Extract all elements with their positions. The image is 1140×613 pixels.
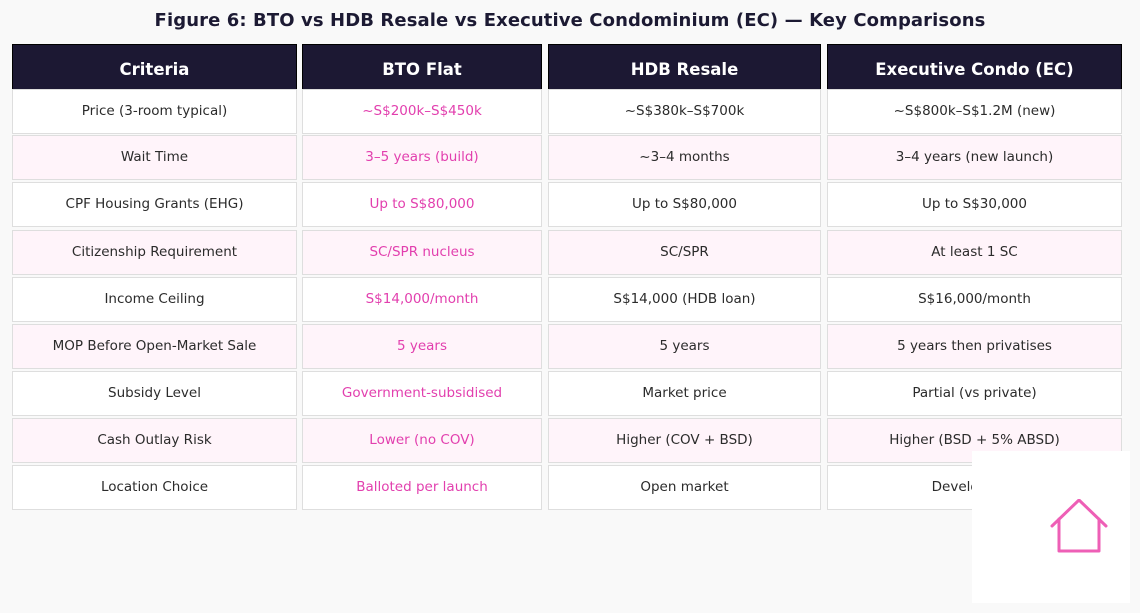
table-cell-ec: At least 1 SC (827, 230, 1122, 275)
header-criteria: Criteria (12, 44, 297, 90)
table-cell-ec: 5 years then privatises (827, 324, 1122, 369)
table-cell-bto: ~S$200k–S$450k (302, 89, 542, 134)
header-ec: Executive Condo (EC) (827, 44, 1122, 90)
figure-title: Figure 6: BTO vs HDB Resale vs Executive… (154, 10, 986, 31)
table-cell-criteria: Subsidy Level (12, 371, 297, 416)
table-cell-bto: 3–5 years (build) (302, 135, 542, 180)
table-cell-criteria: MOP Before Open-Market Sale (12, 324, 297, 369)
table-cell-ec: Up to S$30,000 (827, 182, 1122, 227)
table-cell-bto: 5 years (302, 324, 542, 369)
table-cell-bto: Government-subsidised (302, 371, 542, 416)
table-cell-resale: SC/SPR (548, 230, 821, 275)
table-cell-criteria: Cash Outlay Risk (12, 418, 297, 463)
table-cell-resale: Higher (COV + BSD) (548, 418, 821, 463)
table-cell-ec: S$16,000/month (827, 277, 1122, 322)
table-cell-ec: ~S$800k–S$1.2M (new) (827, 89, 1122, 134)
table-cell-bto: S$14,000/month (302, 277, 542, 322)
table-cell-resale: ~S$380k–S$700k (548, 89, 821, 134)
header-bto: BTO Flat (302, 44, 542, 90)
table-cell-criteria: Price (3-room typical) (12, 89, 297, 134)
table-cell-criteria: Citizenship Requirement (12, 230, 297, 275)
table-cell-resale: S$14,000 (HDB loan) (548, 277, 821, 322)
house-icon (1050, 499, 1108, 553)
table-cell-resale: 5 years (548, 324, 821, 369)
table-cell-resale: ~3–4 months (548, 135, 821, 180)
table-cell-criteria: Income Ceiling (12, 277, 297, 322)
table-cell-resale: Up to S$80,000 (548, 182, 821, 227)
table-cell-ec: Partial (vs private) (827, 371, 1122, 416)
table-cell-resale: Open market (548, 465, 821, 510)
table-cell-criteria: Wait Time (12, 135, 297, 180)
icon-badge (972, 451, 1130, 603)
table-cell-resale: Market price (548, 371, 821, 416)
table-cell-ec: 3–4 years (new launch) (827, 135, 1122, 180)
table-cell-criteria: CPF Housing Grants (EHG) (12, 182, 297, 227)
header-resale: HDB Resale (548, 44, 821, 90)
table-cell-criteria: Location Choice (12, 465, 297, 510)
table-cell-bto: Balloted per launch (302, 465, 542, 510)
table-cell-bto: SC/SPR nucleus (302, 230, 542, 275)
table-cell-bto: Lower (no COV) (302, 418, 542, 463)
table-cell-bto: Up to S$80,000 (302, 182, 542, 227)
